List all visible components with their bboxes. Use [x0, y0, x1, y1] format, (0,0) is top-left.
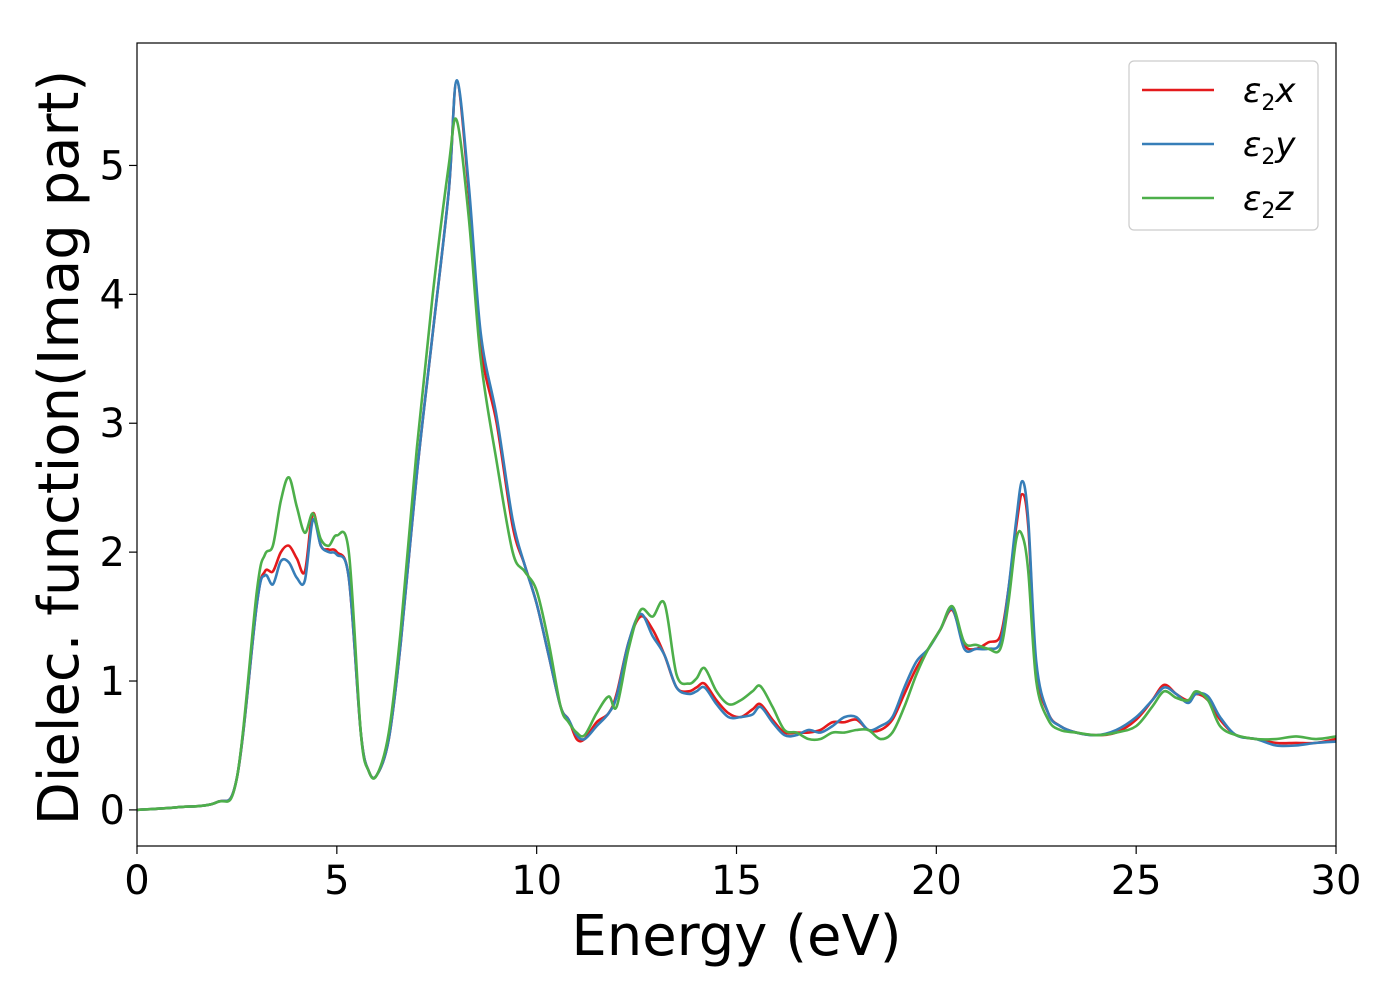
y-tick-label: 3	[100, 401, 125, 447]
y-tick-label: 0	[100, 788, 125, 834]
legend-item-x: ε2x	[1142, 71, 1296, 116]
y-tick-label: 2	[100, 530, 125, 576]
x-tick-label: 25	[1111, 858, 1162, 904]
plot-lines	[136, 79, 1337, 812]
y-axis-label: Dielec. function(Imag part)	[27, 70, 92, 826]
legend-item-y: ε2y	[1142, 125, 1296, 170]
y-tick-label: 1	[100, 659, 125, 705]
x-tick-label: 30	[1311, 858, 1362, 904]
x-tick-label: 20	[911, 858, 962, 904]
legend-label: ε2y	[1243, 125, 1296, 170]
legend-item-z: ε2z	[1142, 179, 1294, 224]
x-axis-label: Energy (eV)	[571, 904, 901, 969]
y-tick-label: 5	[100, 143, 125, 189]
x-tick-label: 15	[711, 858, 762, 904]
series-line-z	[136, 117, 1337, 812]
y-tick-label: 4	[100, 272, 125, 318]
y-axis-ticks: 0 1 2 3 4 5	[100, 143, 137, 834]
x-tick-label: 10	[511, 858, 562, 904]
legend-box	[1128, 60, 1319, 231]
x-axis-ticks: 0 5 10 15 20 25 30	[124, 846, 1361, 904]
x-tick-label: 5	[324, 858, 349, 904]
legend: ε2x ε2y ε2z	[1128, 60, 1319, 231]
legend-label: ε2x	[1243, 71, 1296, 116]
legend-label: ε2z	[1243, 179, 1294, 224]
x-tick-label: 0	[124, 858, 149, 904]
